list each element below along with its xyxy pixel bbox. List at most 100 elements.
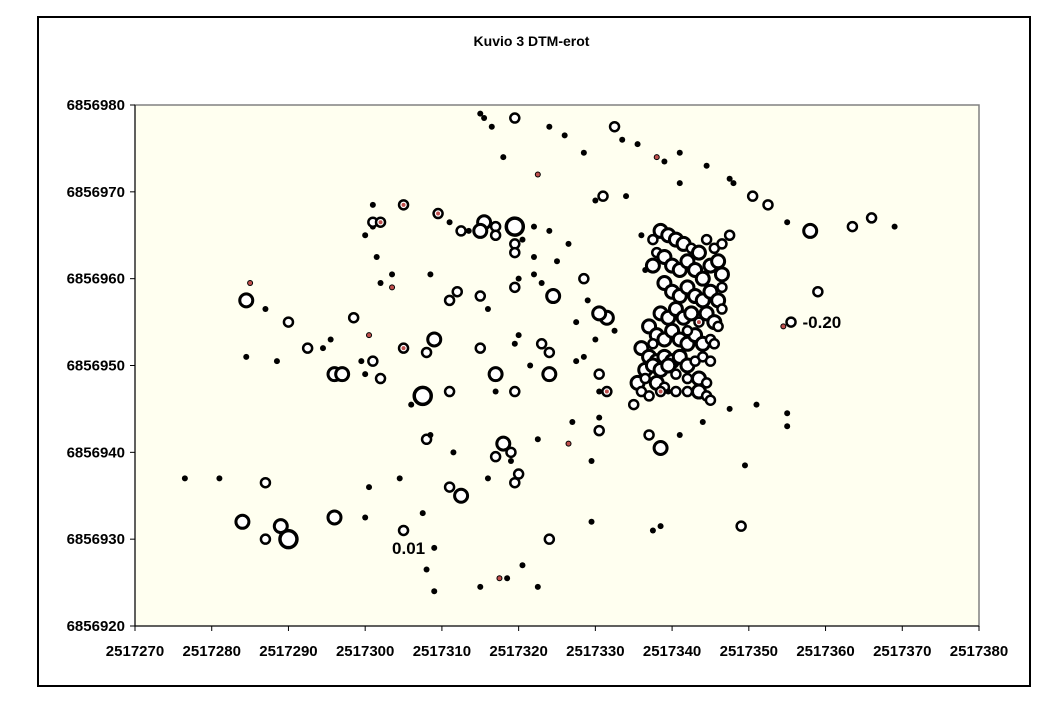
data-point [596,414,603,421]
data-point-highlight [781,324,786,329]
data-point [565,240,572,247]
data-point [704,355,717,367]
data-point [700,233,713,246]
data-point [474,342,487,354]
data-point [647,338,659,350]
data-point [661,158,668,165]
data-point [657,523,664,530]
data-point-highlight [248,281,253,286]
data-point [652,439,669,456]
data-point [530,271,537,278]
data-point [367,355,379,367]
y-tick-label: 6856960 [67,271,125,288]
data-point [420,346,433,359]
data-point [507,458,514,465]
data-point [716,238,728,250]
x-tick-label: 2517270 [106,643,164,660]
data-point [530,223,537,230]
data-point-highlight [390,285,395,290]
data-point [366,484,373,491]
data-point [543,346,556,359]
data-point [690,244,707,261]
data-point [481,115,488,122]
data-point [784,410,791,417]
data-point [477,110,484,117]
data-point [865,212,878,224]
data-point [515,332,522,339]
data-point [500,154,507,161]
data-point [484,306,491,313]
data-point-highlight [535,172,540,177]
x-tick-label: 2517290 [259,643,317,660]
x-tick-label: 2517320 [489,643,547,660]
annotation-label: -0.20 [803,313,842,332]
data-point [451,285,464,298]
data-point [489,229,502,241]
data-point [369,201,376,208]
data-point [730,180,737,187]
data-point [538,280,545,287]
data-point [487,366,504,383]
data-point [723,229,736,241]
data-point [474,290,487,302]
y-tick-label: 6856970 [67,184,125,201]
data-point [597,190,609,202]
data-point [580,149,587,156]
data-point [644,257,661,274]
data-point [505,446,517,459]
data-point [278,528,299,550]
x-axis: 2517270 2517280 2517290 2517300 2517310 25173… [106,625,1008,660]
data-point [623,193,630,200]
data-point [642,266,649,273]
data-point [534,583,541,590]
data-point [784,423,791,430]
data-point [282,316,295,328]
data-point [519,562,526,569]
data-point [512,468,525,480]
x-tick-label: 2517350 [720,643,778,660]
y-tick-label: 6856940 [67,444,125,461]
data-point [389,271,396,278]
data-point [511,340,518,347]
chart-title: Kuvio 3 DTM-erot [473,33,590,49]
data-point-highlight [604,389,609,394]
data-point [377,280,384,287]
y-axis: 6856920 6856930 6856940 6856950 6856960 68569… [67,97,136,635]
y-tick-label: 6856920 [67,618,125,635]
x-tick-label: 2517310 [413,643,471,660]
data-point [643,390,655,402]
data-point-highlight [654,155,659,160]
data-point [446,219,453,226]
data-point [238,292,255,309]
data-point [716,281,728,294]
data-point [362,232,369,239]
data-point [488,123,495,130]
data-point [509,112,521,124]
data-point [592,197,599,204]
data-point [472,222,489,239]
data-point [561,132,568,139]
data-point [504,216,526,237]
data-point [569,418,576,425]
data-point [665,388,672,395]
data-point-highlight [401,202,406,207]
data-point [683,305,700,322]
data-point [588,518,595,525]
data-point [243,353,250,360]
x-tick-label: 2517340 [643,643,701,660]
x-tick-label: 2517360 [796,643,854,660]
data-point-highlight [378,220,383,225]
data-point [676,431,683,438]
data-point [426,331,443,348]
data-point [676,180,683,187]
data-point [681,372,694,385]
data-point [716,303,728,315]
data-point [234,513,251,530]
annotation-label: 0.01 [392,539,425,558]
data-point [530,253,537,260]
data-point-highlight [696,320,701,325]
data-point [762,199,774,211]
data-point [753,401,760,408]
data-point [543,533,556,545]
data-point [504,575,511,582]
